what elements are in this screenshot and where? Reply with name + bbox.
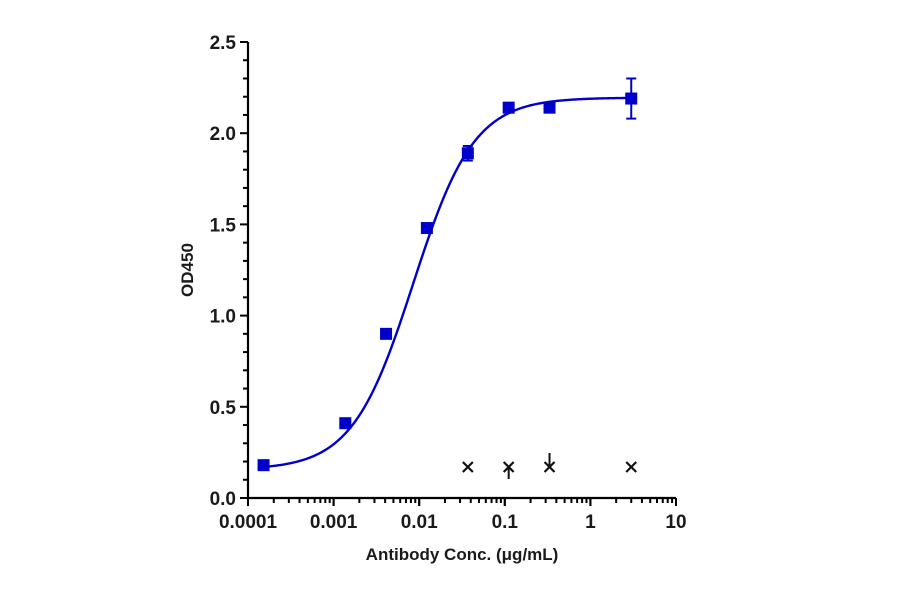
fit-curve-path [263, 96, 632, 469]
y-axis: 0.0 0.5 1.0 1.5 2.0 2.5 [210, 33, 250, 510]
x-axis: 0.0001 0.001 0.01 0.1 1 10 [219, 496, 687, 533]
y-tick-label: 0.0 [210, 489, 236, 510]
y-tick-label: 2.0 [210, 124, 236, 145]
y-tick-label: 1.5 [210, 215, 237, 236]
y-tick-label: 2.5 [210, 33, 237, 54]
y-axis-title: OD450 [178, 243, 197, 297]
sample-point-square [543, 101, 556, 114]
sample-point-square [257, 459, 270, 472]
x-tick-label: 0.01 [401, 512, 438, 533]
x-tick-label: 0.001 [310, 512, 358, 533]
x-tick-label: 0.1 [492, 512, 519, 533]
sample-point-square [380, 327, 393, 340]
control-point-x [462, 461, 474, 473]
x-axis-title: Antibody Conc. (μg/mL) [366, 545, 559, 564]
sample-point-square [461, 147, 474, 160]
x-tick-label: 10 [665, 512, 686, 533]
control-point-x [625, 461, 638, 473]
sample-point-square [420, 222, 433, 235]
fit-curve [263, 96, 632, 469]
x-tick-label: 0.0001 [219, 512, 278, 533]
x-tick-label: 1 [585, 512, 596, 533]
y-tick-label: 1.0 [210, 307, 236, 328]
sample-point-square [625, 92, 638, 105]
sample-point-square [339, 417, 352, 430]
sample-point-square [502, 101, 515, 114]
data-points [257, 77, 638, 479]
y-tick-label: 0.5 [210, 398, 237, 419]
